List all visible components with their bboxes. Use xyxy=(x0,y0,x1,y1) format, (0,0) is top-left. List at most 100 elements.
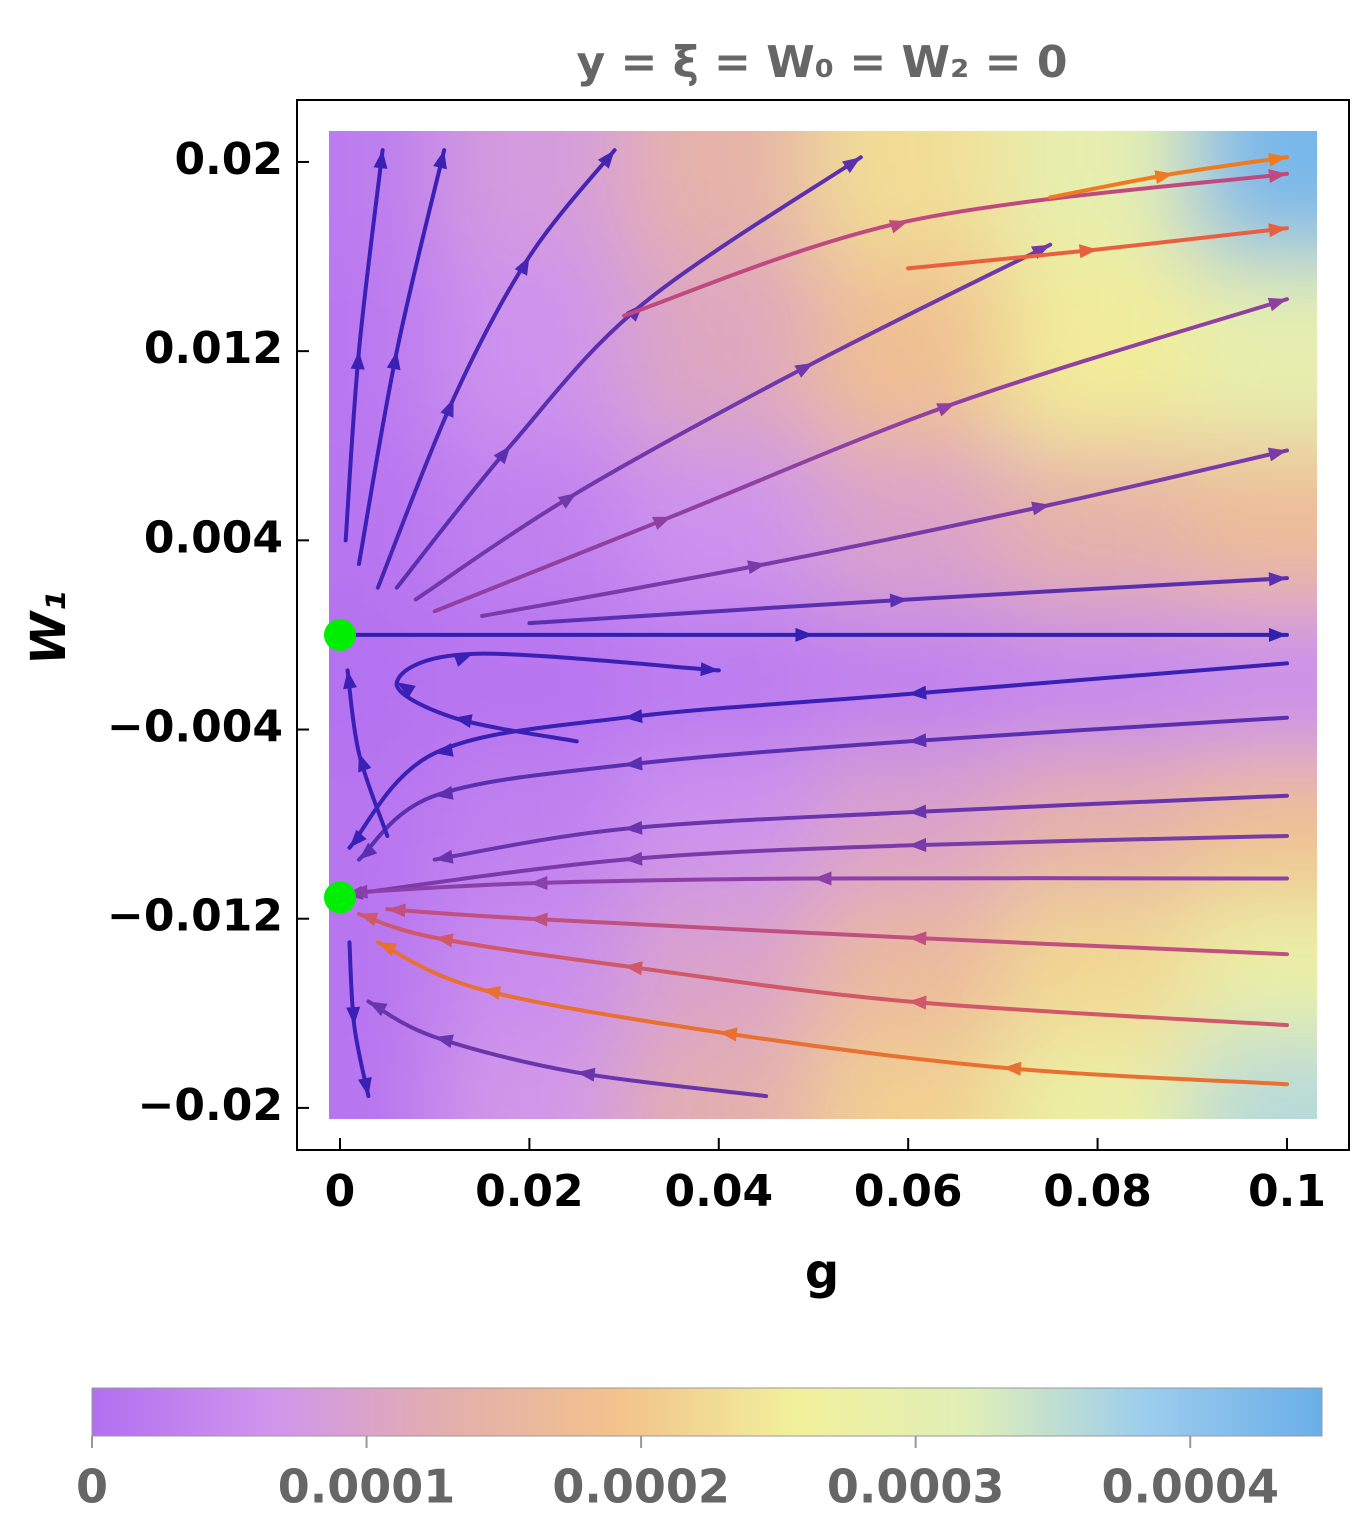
arrowhead xyxy=(624,961,643,976)
heat-cell xyxy=(1002,753,1194,897)
arrowhead xyxy=(795,627,814,642)
streamline xyxy=(343,148,385,543)
heat-cell xyxy=(624,611,815,755)
heat-cell xyxy=(813,256,1004,447)
arrowhead xyxy=(908,733,927,748)
arrowhead xyxy=(343,670,357,690)
streamline xyxy=(345,668,390,838)
heat-cell xyxy=(624,1036,815,1119)
heat-cell xyxy=(813,895,1004,1038)
arrowhead xyxy=(624,820,643,835)
streamline xyxy=(394,651,721,744)
arrowhead xyxy=(908,837,927,852)
streamline xyxy=(432,297,1289,614)
heat-cell xyxy=(329,1036,436,1119)
arrowhead xyxy=(396,682,416,698)
colorbar-tick-label: 0.0002 xyxy=(552,1460,730,1514)
arrowhead xyxy=(1031,501,1051,516)
streamline xyxy=(432,793,1289,862)
arrowhead xyxy=(1267,447,1287,462)
x-tick-label: 0.02 xyxy=(475,1166,584,1217)
arrowhead xyxy=(386,351,401,371)
arrowhead xyxy=(1267,297,1287,312)
arrowhead xyxy=(1154,170,1174,185)
arrowhead xyxy=(434,933,454,948)
arrowhead xyxy=(908,685,927,700)
y-tick-label: −0.004 xyxy=(107,702,283,753)
arrowhead xyxy=(908,995,927,1010)
arrowhead xyxy=(908,931,927,946)
heat-cell xyxy=(1192,445,1317,613)
colorbar xyxy=(91,1387,1323,1437)
arrowhead xyxy=(1002,1061,1022,1076)
colorbar-tick-label: 0 xyxy=(76,1460,108,1514)
streamline xyxy=(413,242,1053,602)
arrowhead xyxy=(358,912,379,927)
heat-cell xyxy=(813,753,1004,897)
arrowhead xyxy=(888,220,909,234)
arrowhead xyxy=(624,851,643,866)
arrowhead xyxy=(514,256,530,276)
heat-cell xyxy=(434,256,626,447)
arrowhead xyxy=(453,653,473,667)
arrowhead xyxy=(377,942,398,957)
streamline xyxy=(366,999,769,1099)
heat-cell xyxy=(329,131,436,258)
heat-cell xyxy=(329,256,436,447)
plot-frame xyxy=(296,99,1350,1151)
streamline xyxy=(356,148,447,566)
heat-cell xyxy=(434,131,626,258)
y-tick-label: 0.02 xyxy=(174,134,283,185)
streamline xyxy=(622,171,1289,318)
arrowhead xyxy=(349,829,367,848)
arrowhead xyxy=(557,493,577,509)
streamline xyxy=(385,907,1289,957)
heat-cell xyxy=(813,445,1004,613)
arrowhead xyxy=(1268,152,1287,167)
arrowhead xyxy=(349,884,368,899)
streamline xyxy=(356,715,1289,862)
x-tick-label: 0.1 xyxy=(1248,1166,1326,1217)
colorbar-tick-label: 0.0003 xyxy=(827,1460,1005,1514)
arrowhead xyxy=(841,157,861,174)
arrowhead xyxy=(718,1027,738,1042)
x-tick-label: 0.06 xyxy=(854,1166,963,1217)
fixed-point xyxy=(323,881,356,914)
arrowhead xyxy=(1268,572,1287,587)
streamline xyxy=(906,226,1289,271)
streamline xyxy=(375,940,1289,1087)
arrowhead xyxy=(1268,627,1287,642)
x-axis-label: g xyxy=(805,1244,839,1300)
streamline xyxy=(527,576,1289,626)
streamline xyxy=(394,155,863,590)
arrowhead xyxy=(652,516,672,530)
y-tick-label: −0.02 xyxy=(138,1080,283,1131)
heat-cell xyxy=(1192,1036,1317,1119)
arrowhead xyxy=(373,150,388,169)
arrowhead xyxy=(368,1001,388,1017)
fixed-point xyxy=(323,618,356,651)
arrowhead xyxy=(794,362,814,378)
arrowhead xyxy=(434,742,454,757)
streamlines xyxy=(337,148,1289,1099)
arrowhead xyxy=(597,150,615,169)
heat-cell xyxy=(813,611,1004,755)
x-tick-label: 0.08 xyxy=(1043,1166,1152,1217)
arrowhead xyxy=(346,1006,361,1026)
arrowhead xyxy=(813,871,832,886)
arrowhead xyxy=(434,785,454,800)
arrowhead xyxy=(747,560,767,575)
arrowhead xyxy=(358,753,372,773)
arrowhead xyxy=(482,985,501,1000)
streamline xyxy=(342,833,1289,898)
y-tick-label: −0.012 xyxy=(107,891,283,942)
arrowhead xyxy=(387,903,406,918)
arrowhead xyxy=(350,351,365,370)
arrowhead xyxy=(889,593,909,608)
x-tick-label: 0.04 xyxy=(665,1166,774,1217)
x-tick-label: 0 xyxy=(325,1166,356,1217)
arrowhead xyxy=(576,1067,596,1082)
streamline xyxy=(480,448,1289,619)
y-axis-label: W₁ xyxy=(21,591,77,665)
